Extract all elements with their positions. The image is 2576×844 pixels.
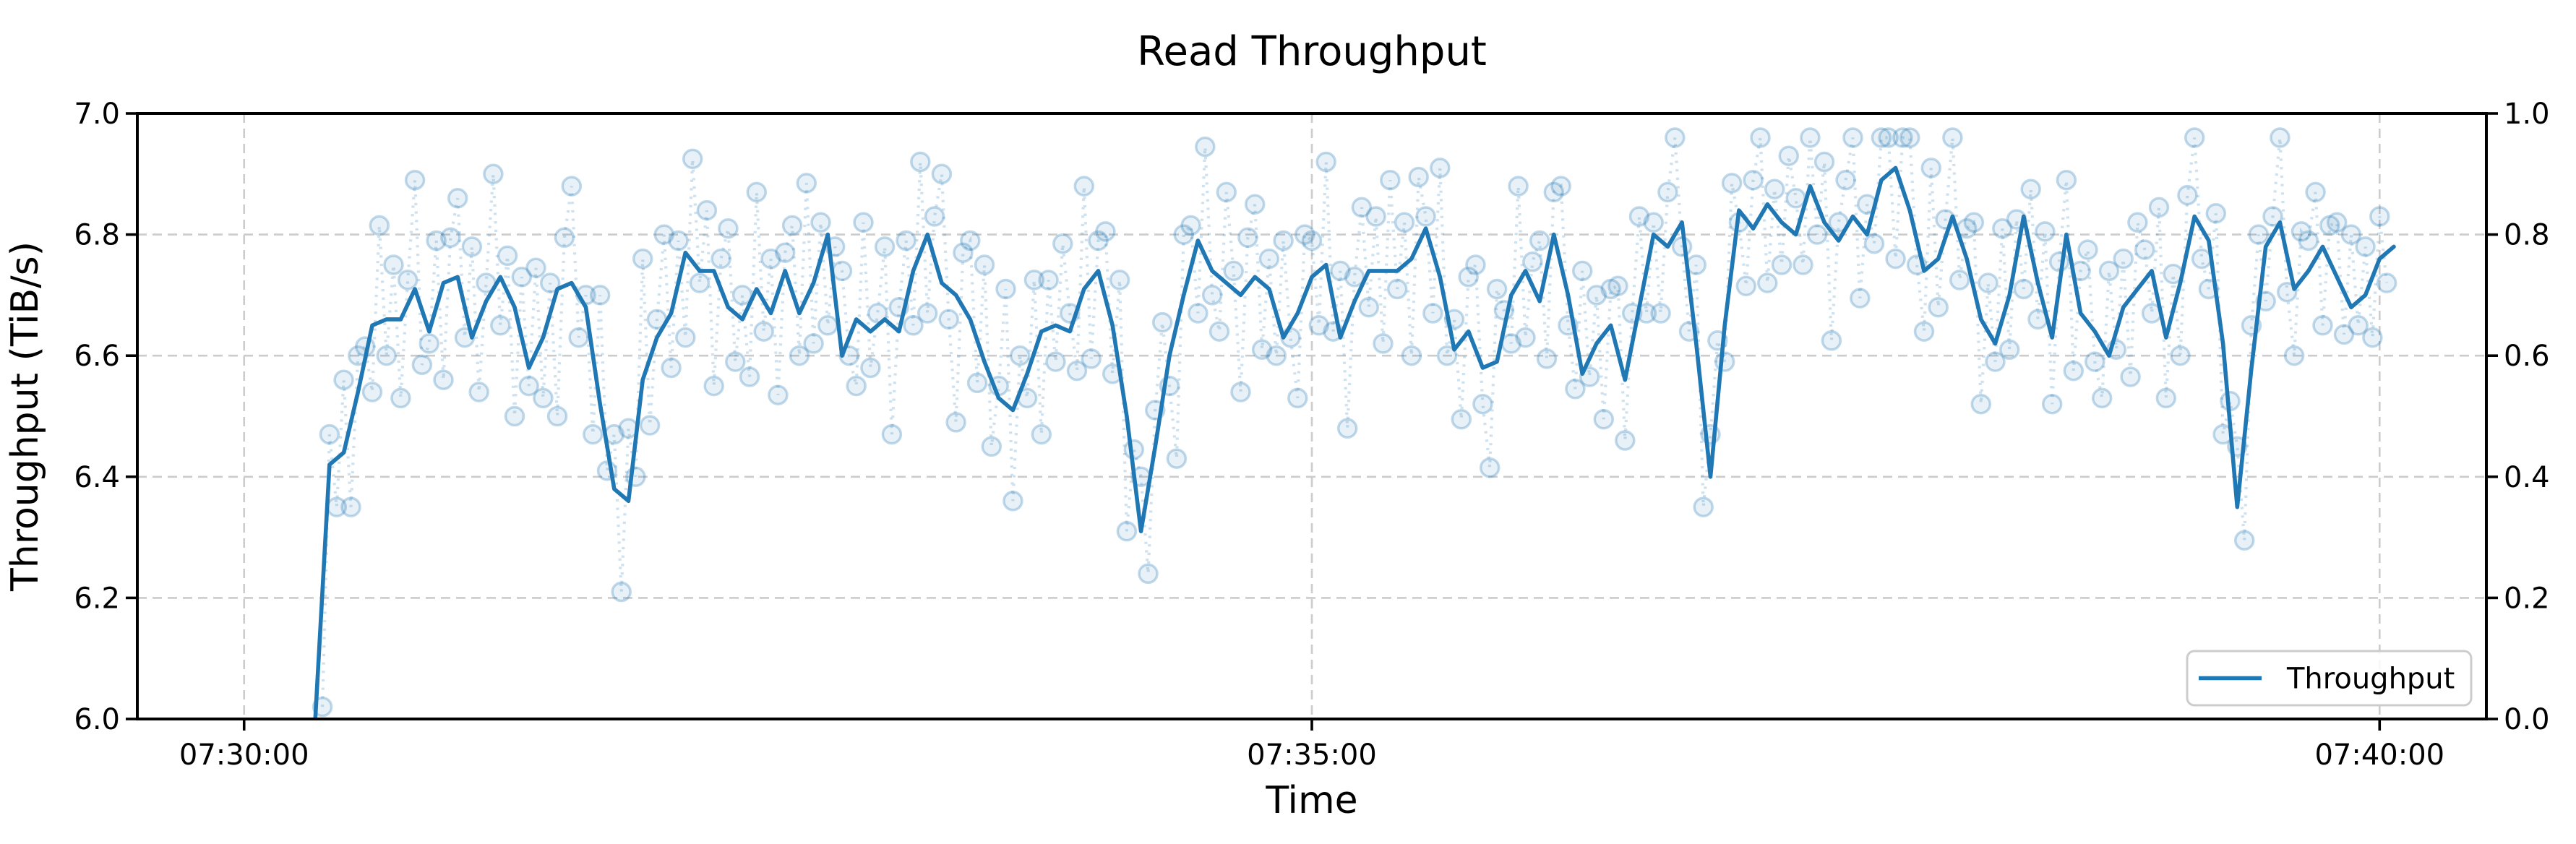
axis-ticks [126,112,2498,731]
right-y-tick-label: 1.0 [2504,98,2550,131]
legend: Throughput [2186,650,2473,707]
left-y-tick-label: 6.0 [74,703,120,736]
left-y-tick-label: 6.2 [74,582,120,615]
throughput-line-series [313,165,2396,719]
right-y-tick-label: 0.6 [2504,340,2550,373]
right-y-tick-label: 0.2 [2504,582,2550,615]
axes-spines [136,112,2488,720]
x-tick-label: 07:40:00 [2314,738,2444,772]
y-axis-label: Throughput (TiB/s) [4,241,47,592]
left-y-tick-label: 7.0 [74,98,120,131]
left-y-tick-label: 6.6 [74,340,120,373]
x-tick-label: 07:35:00 [1247,738,1377,772]
legend-label: Throughput [2286,663,2455,696]
x-tick-label: 07:30:00 [179,738,309,772]
chart-title: Read Throughput [1137,28,1487,75]
axis-tick-labels: 07:30:00 07:35:00 07:40:00 6.0 6.2 6.4 6.6 6.8 7… [74,98,2549,772]
right-y-tick-label: 0.8 [2504,219,2550,252]
right-y-tick-label: 0.4 [2504,461,2550,494]
left-y-tick-label: 6.4 [74,461,120,494]
legend-box [2186,650,2473,707]
grid-lines [137,113,2486,719]
left-y-tick-label: 6.8 [74,219,120,252]
raw-samples-series [312,127,2397,718]
x-axis-label: Time [1265,779,1357,822]
right-y-tick-label: 0.0 [2504,703,2550,736]
